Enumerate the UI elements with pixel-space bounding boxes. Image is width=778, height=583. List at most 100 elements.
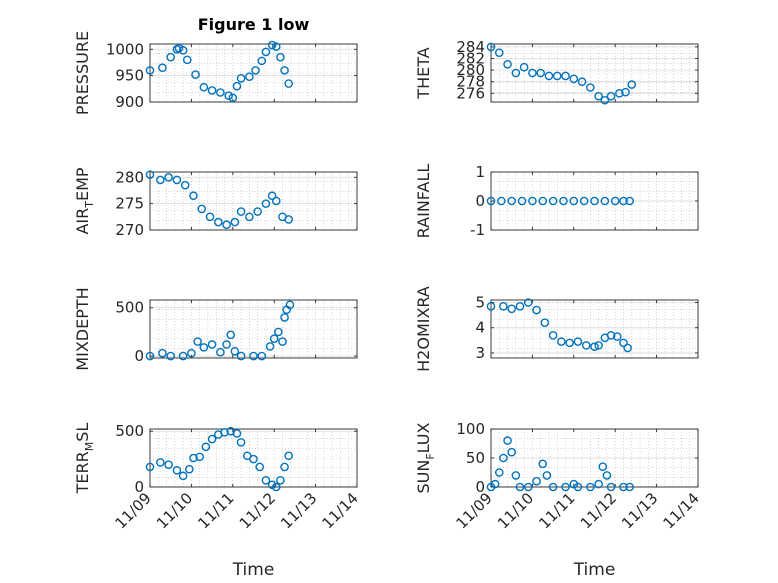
data-point (199, 343, 209, 352)
data-point (230, 217, 240, 227)
data-point (271, 196, 281, 206)
data-point (561, 71, 570, 81)
data-point (552, 71, 562, 81)
data-point (532, 305, 541, 315)
data-point (627, 80, 637, 89)
data-point (486, 302, 496, 311)
data-point (220, 428, 229, 437)
data-point (586, 482, 595, 492)
data-point (606, 482, 616, 492)
data-point (528, 68, 537, 78)
data-point (602, 471, 612, 480)
data-point (610, 196, 620, 206)
data-point (197, 204, 207, 214)
y-tick-label: 3 (475, 344, 485, 362)
data-point (586, 83, 595, 92)
x-tick-label: 11/12 (236, 489, 279, 532)
data-point (536, 68, 545, 78)
data-point (517, 196, 527, 206)
data-point (285, 300, 295, 310)
y-tick-label: 0 (134, 478, 144, 496)
data-point (590, 342, 599, 351)
data-point (511, 68, 521, 78)
data-point (230, 346, 240, 356)
data-point (573, 482, 583, 492)
y-axis-label: TERRMSL (73, 423, 96, 495)
data-point (577, 77, 587, 86)
data-point (145, 66, 155, 75)
data-point (166, 351, 175, 361)
data-point (245, 72, 254, 81)
axes-panel-6: 3 4 5 H2OMIXRA (414, 286, 699, 372)
data-point (507, 304, 517, 314)
data-point (621, 87, 630, 97)
data-point (594, 91, 603, 101)
y-axis-label: THETA (414, 47, 433, 99)
data-point (619, 196, 628, 206)
y-axis-label-main: RAINFALL (414, 164, 433, 239)
data-point (156, 458, 165, 467)
data-point (507, 196, 517, 206)
data-point (619, 482, 628, 492)
axes-box (149, 43, 358, 103)
y-axis-label-main: AIR (73, 208, 92, 235)
data-point (573, 337, 583, 346)
data-point (606, 91, 616, 101)
data-point (499, 302, 508, 311)
data-point (257, 56, 267, 66)
axes-panel-4: -1 0 1 RAINFALL (414, 163, 699, 239)
data-point (499, 453, 508, 463)
data-point (625, 196, 634, 206)
data-point (284, 215, 293, 224)
x-tick-label: 11/11 (535, 489, 578, 532)
y-axis-label: MIXDEPTH (73, 287, 92, 370)
data-point (515, 482, 525, 492)
data-point (540, 318, 550, 327)
y-tick-label: 500 (115, 299, 144, 317)
data-point (236, 207, 246, 216)
y-axis-label: H2OMIXRA (414, 286, 433, 372)
x-tick-label: 11/11 (194, 489, 237, 532)
y-axis-label-rest: LUX (414, 422, 433, 453)
data-point (615, 89, 624, 98)
y-tick-label: 280 (456, 61, 485, 79)
data-point (528, 196, 537, 206)
chart-title: Figure 1 low (198, 15, 310, 34)
data-point (267, 40, 277, 50)
data-point (214, 217, 223, 227)
x-tick-label: 11/09 (112, 489, 155, 532)
data-point (189, 453, 198, 463)
axes-panel-3: 270 275 280 AIRTEMP (73, 167, 358, 239)
data-point (579, 196, 589, 206)
data-point (569, 74, 579, 84)
data-point (269, 334, 279, 343)
data-point (265, 342, 275, 351)
y-axis-label: SUNFLUX (414, 422, 437, 493)
data-point (224, 91, 233, 100)
data-point (538, 196, 548, 206)
data-point (494, 48, 504, 58)
data-point (185, 464, 194, 474)
data-point (280, 313, 289, 322)
data-point (182, 55, 192, 65)
data-point (561, 482, 570, 492)
data-point (257, 351, 267, 361)
data-point (523, 298, 533, 307)
data-point (255, 462, 265, 472)
data-point (280, 66, 289, 75)
data-point (594, 479, 603, 489)
axes-box (490, 299, 699, 359)
y-tick-label: 1 (475, 163, 485, 181)
data-point (284, 79, 293, 88)
data-point (548, 196, 558, 206)
data-point (267, 191, 277, 201)
data-point (280, 462, 289, 472)
y-tick-label: 100 (456, 420, 485, 438)
data-point (559, 196, 568, 206)
y-tick-label: 500 (115, 422, 144, 440)
y-tick-label: 0 (475, 192, 485, 210)
